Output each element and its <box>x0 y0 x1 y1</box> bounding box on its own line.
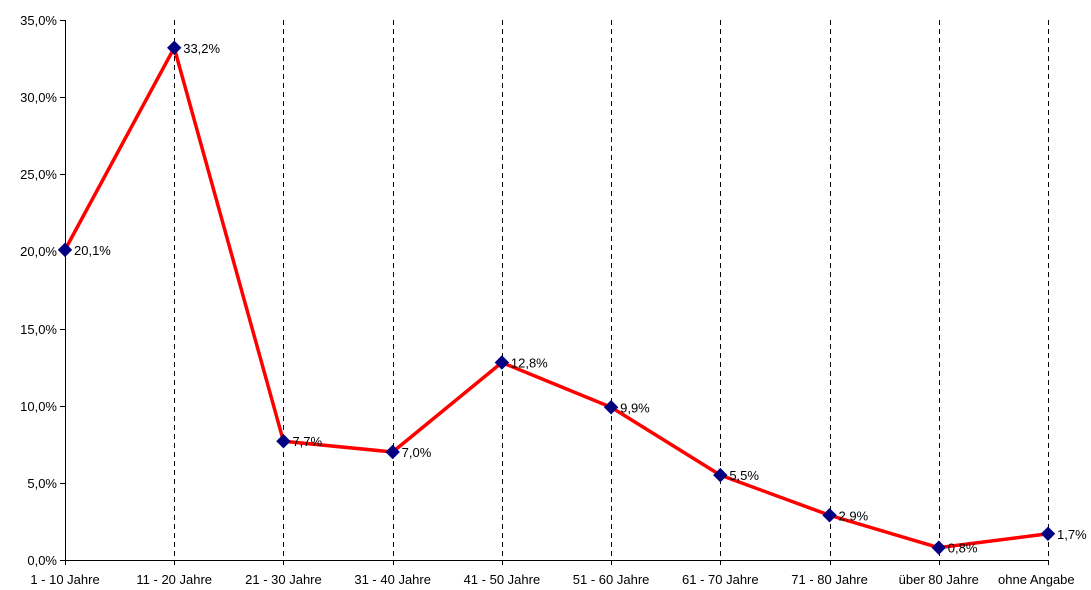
x-tick-label: 1 - 10 Jahre <box>30 572 99 587</box>
x-tick-label: 31 - 40 Jahre <box>354 572 431 587</box>
data-label: 2,9% <box>839 508 869 523</box>
y-tick-label: 25,0% <box>20 167 57 182</box>
y-tick-label: 5,0% <box>27 476 57 491</box>
y-tick-label: 0,0% <box>27 553 57 568</box>
data-point-marker <box>167 40 182 55</box>
data-label: 0,8% <box>948 541 978 556</box>
x-tick-label: 51 - 60 Jahre <box>573 572 650 587</box>
x-tick-label: über 80 Jahre <box>899 572 979 587</box>
label-layer: 20,1% 33,2% 7,7% 7,0% 12,8% 9,9% 5,5% 2,9% 0,8% 1… <box>74 41 1087 556</box>
data-label: 33,2% <box>183 41 220 56</box>
data-point-marker <box>713 467 728 483</box>
data-point-marker <box>603 400 619 415</box>
data-point-marker <box>931 540 946 555</box>
y-tick-label: 30,0% <box>20 90 57 105</box>
data-label: 5,5% <box>729 468 759 483</box>
data-label: 7,7% <box>292 434 322 449</box>
data-point-marker <box>494 355 510 370</box>
x-tick-label: 21 - 30 Jahre <box>245 572 322 587</box>
data-label: 7,0% <box>402 445 432 460</box>
series-layer <box>63 46 1050 550</box>
data-label: 9,9% <box>620 400 650 415</box>
x-tick-label: 61 - 70 Jahre <box>682 572 759 587</box>
y-tick-layer: 0,0% 5,0% 10,0% 15,0% 20,0% 25,0% 30,0% 35,0% <box>20 13 65 568</box>
data-point-marker <box>385 444 400 460</box>
grid-layer <box>174 20 1049 560</box>
data-point-marker <box>1040 526 1056 541</box>
x-tick-label: 71 - 80 Jahre <box>791 572 868 587</box>
y-tick-label: 10,0% <box>20 399 57 414</box>
y-tick-label: 35,0% <box>20 13 57 28</box>
data-label: 20,1% <box>74 243 111 258</box>
x-tick-label: 41 - 50 Jahre <box>464 572 541 587</box>
x-tick-label: 11 - 20 Jahre <box>136 572 212 587</box>
data-point-marker <box>822 508 837 523</box>
data-label: 12,8% <box>511 356 548 371</box>
data-point-marker <box>57 242 73 258</box>
data-label: 1,7% <box>1057 527 1087 542</box>
axis-layer <box>65 20 1048 561</box>
y-tick-label: 15,0% <box>20 322 57 337</box>
x-tick-layer: 1 - 10 Jahre 11 - 20 Jahre 21 - 30 Jahre 31… <box>30 560 1075 587</box>
series-line <box>63 46 1050 550</box>
marker-layer <box>57 40 1056 555</box>
y-tick-label: 20,0% <box>20 244 57 259</box>
data-point-marker <box>276 433 291 449</box>
x-tick-label: ohne Angabe <box>998 572 1075 587</box>
